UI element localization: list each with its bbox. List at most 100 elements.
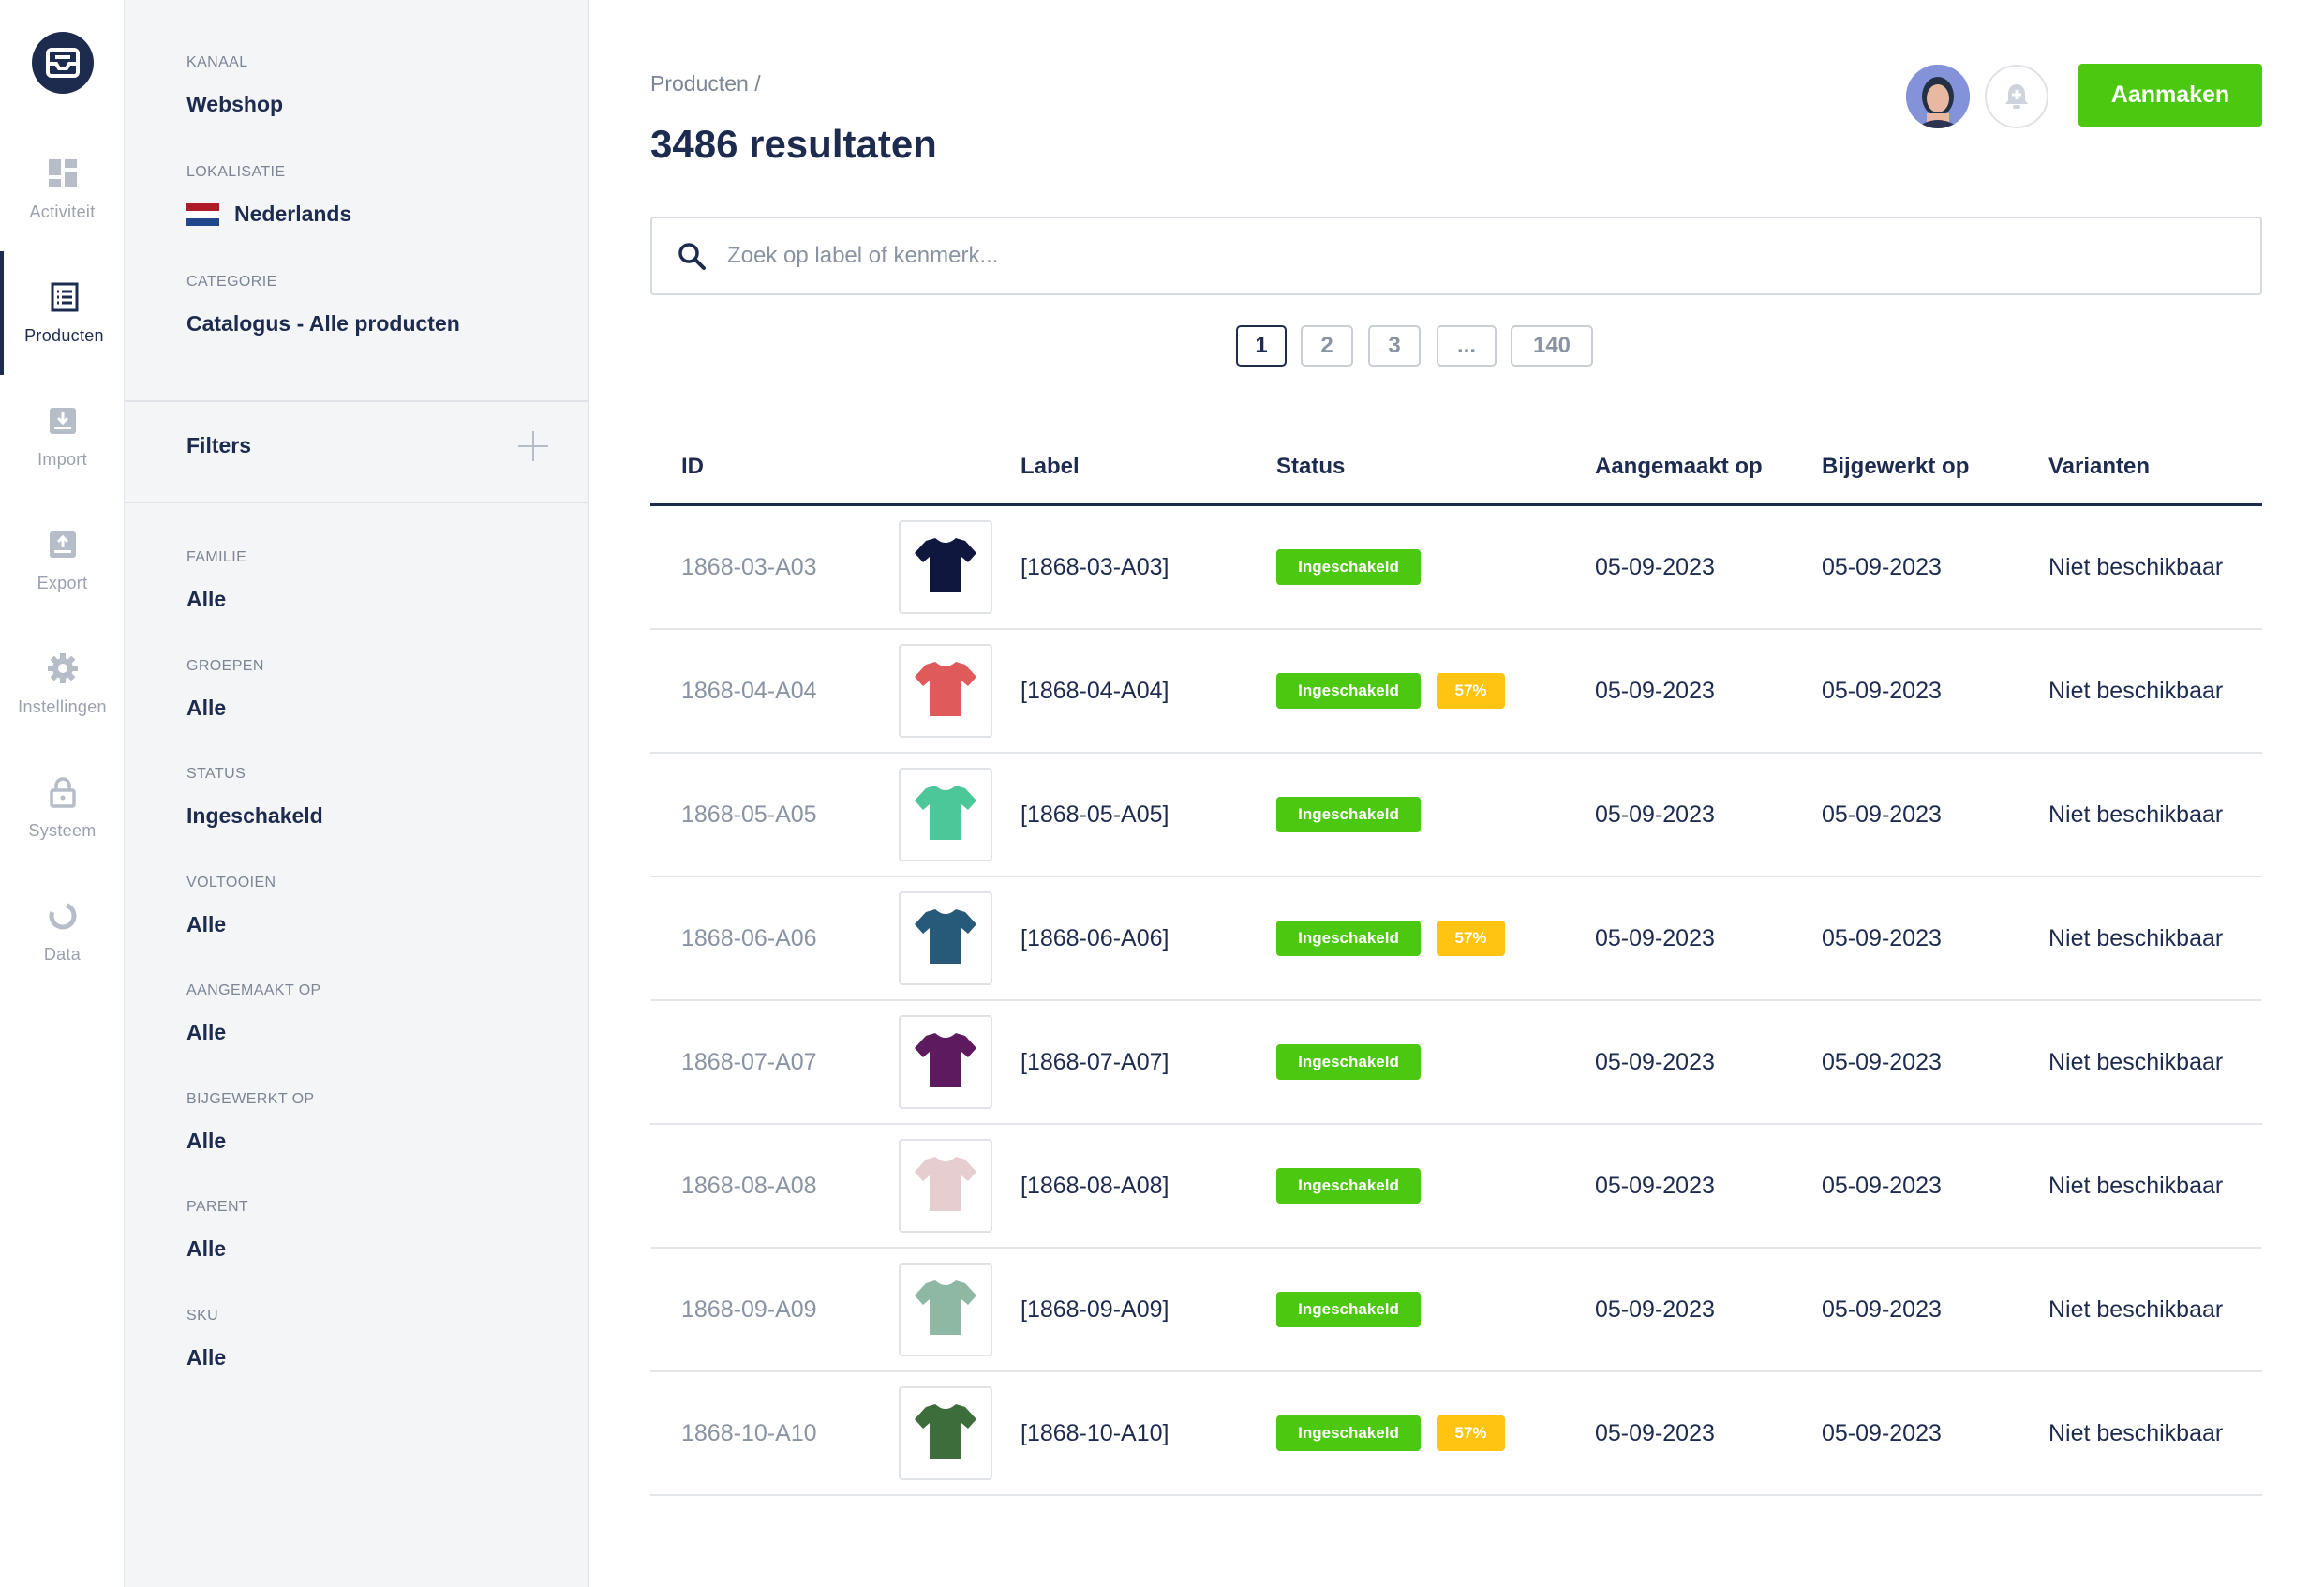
- filter-status[interactable]: STATUS Ingeschakeld: [186, 766, 323, 829]
- table-row[interactable]: 1868-06-A06 [1868-06-A06] Ingeschakeld 57% 0…: [650, 877, 2262, 1001]
- product-id: 1868-06-A06: [681, 924, 817, 951]
- page-ellipsis[interactable]: ...: [1437, 325, 1497, 367]
- status-cell: Ingeschakeld 57%: [1276, 630, 1505, 752]
- sidebar-item-activiteit[interactable]: Activiteit: [0, 127, 125, 251]
- app-logo[interactable]: [32, 32, 94, 94]
- product-label[interactable]: [1868-06-A06]: [1020, 924, 1169, 951]
- page-button-140[interactable]: 140: [1511, 325, 1593, 367]
- status-badge: Ingeschakeld: [1276, 921, 1421, 956]
- list-icon: [49, 281, 81, 313]
- variants-value: Niet beschikbaar: [2048, 677, 2224, 704]
- table-row[interactable]: 1868-09-A09 [1868-09-A09] Ingeschakeld 05-0…: [650, 1249, 2262, 1372]
- product-thumbnail[interactable]: [899, 1386, 992, 1480]
- filter-parent[interactable]: PARENT Alle: [186, 1199, 248, 1262]
- sidebar-item-producten[interactable]: Producten: [0, 251, 125, 375]
- filter-panel: KANAAL Webshop LOKALISATIE Nederlands CA…: [125, 0, 589, 1587]
- page-button-3[interactable]: 3: [1368, 325, 1421, 367]
- sidebar-item-export[interactable]: Export: [0, 499, 125, 622]
- product-thumbnail[interactable]: [899, 1139, 992, 1233]
- add-filter-plus-icon[interactable]: [514, 427, 552, 465]
- created-date: 05-09-2023: [1595, 553, 1715, 580]
- status-cell: Ingeschakeld: [1276, 1249, 1421, 1370]
- table-row[interactable]: 1868-08-A08 [1868-08-A08] Ingeschakeld 05-0…: [650, 1125, 2262, 1249]
- product-id: 1868-09-A09: [681, 1295, 817, 1323]
- table-row[interactable]: 1868-03-A03 [1868-03-A03] Ingeschakeld 05-0…: [650, 506, 2262, 630]
- product-id: 1868-05-A05: [681, 801, 817, 828]
- page-button-2[interactable]: 2: [1301, 325, 1353, 367]
- filter-value: Alle: [186, 587, 227, 611]
- tshirt-icon: [913, 1029, 978, 1096]
- product-label[interactable]: [1868-05-A05]: [1020, 801, 1169, 828]
- status-cell: Ingeschakeld 57%: [1276, 1372, 1505, 1494]
- tshirt-icon: [913, 1153, 978, 1220]
- sidebar-item-import[interactable]: Import: [0, 375, 125, 499]
- lock-icon: [47, 776, 79, 808]
- panel-divider: [125, 502, 588, 503]
- column-header-id[interactable]: ID: [681, 454, 704, 479]
- product-id: 1868-04-A04: [681, 677, 817, 704]
- product-label[interactable]: [1868-07-A07]: [1020, 1048, 1169, 1075]
- sidebar-item-systeem[interactable]: Systeem: [0, 746, 125, 870]
- column-header-status[interactable]: Status: [1276, 454, 1346, 479]
- column-header-updated[interactable]: Bijgewerkt op: [1822, 454, 1970, 479]
- product-label[interactable]: [1868-03-A03]: [1020, 553, 1169, 580]
- netherlands-flag-icon: [186, 202, 219, 226]
- variants-value: Niet beschikbaar: [2048, 1295, 2224, 1323]
- status-badge: Ingeschakeld: [1276, 1044, 1421, 1080]
- filter-value: Alle: [186, 1344, 227, 1370]
- sidebar-item-label: Instellingen: [18, 696, 107, 716]
- filter-label: STATUS: [186, 766, 246, 782]
- notifications-button[interactable]: [1985, 65, 2048, 128]
- product-thumbnail[interactable]: [899, 891, 992, 985]
- channel-label: KANAAL: [186, 54, 248, 70]
- completeness-badge: 57%: [1437, 1415, 1505, 1451]
- status-cell: Ingeschakeld: [1276, 1001, 1421, 1123]
- status-badge: Ingeschakeld: [1276, 1168, 1421, 1204]
- search-bar[interactable]: [650, 217, 2262, 295]
- product-label[interactable]: [1868-08-A08]: [1020, 1172, 1169, 1199]
- variants-value: Niet beschikbaar: [2048, 801, 2224, 828]
- table-row[interactable]: 1868-10-A10 [1868-10-A10] Ingeschakeld 57% 0…: [650, 1372, 2262, 1496]
- updated-date: 05-09-2023: [1822, 1048, 1942, 1075]
- filter-voltooien[interactable]: VOLTOOIEN Alle: [186, 875, 276, 937]
- locale-field[interactable]: LOKALISATIE Nederlands: [186, 164, 351, 227]
- user-avatar-image: [1906, 65, 1970, 128]
- column-header-created[interactable]: Aangemaakt op: [1595, 454, 1763, 479]
- variants-value: Niet beschikbaar: [2048, 1048, 2224, 1075]
- product-id: 1868-08-A08: [681, 1172, 817, 1199]
- filter-bijgewerkt-op[interactable]: BIJGEWERKT OP Alle: [186, 1091, 314, 1154]
- column-header-variants[interactable]: Varianten: [2048, 454, 2151, 479]
- filter-familie[interactable]: FAMILIE Alle: [186, 549, 246, 612]
- tshirt-icon: [913, 534, 978, 601]
- product-label[interactable]: [1868-09-A09]: [1020, 1295, 1169, 1323]
- channel-field[interactable]: KANAAL Webshop: [186, 54, 283, 117]
- product-label[interactable]: [1868-04-A04]: [1020, 677, 1169, 704]
- sidebar-item-label: Systeem: [28, 820, 97, 840]
- product-thumbnail[interactable]: [899, 1263, 992, 1356]
- sidebar-item-instellingen[interactable]: Instellingen: [0, 622, 125, 746]
- product-thumbnail[interactable]: [899, 1015, 992, 1109]
- updated-date: 05-09-2023: [1822, 924, 1942, 951]
- product-label[interactable]: [1868-10-A10]: [1020, 1419, 1169, 1446]
- filter-aangemaakt-op[interactable]: AANGEMAAKT OP Alle: [186, 982, 321, 1045]
- table-row[interactable]: 1868-04-A04 [1868-04-A04] Ingeschakeld 57% 0…: [650, 630, 2262, 754]
- table-row[interactable]: 1868-05-A05 [1868-05-A05] Ingeschakeld 05-0…: [650, 754, 2262, 877]
- product-thumbnail[interactable]: [899, 768, 992, 861]
- sidebar-item-data[interactable]: Data: [0, 870, 125, 994]
- search-input[interactable]: [727, 243, 2133, 269]
- category-field[interactable]: CATEGORIE Catalogus - Alle producten: [186, 274, 460, 337]
- table-row[interactable]: 1868-07-A07 [1868-07-A07] Ingeschakeld 05-0…: [650, 1001, 2262, 1125]
- filter-value: Alle: [186, 1128, 227, 1153]
- breadcrumb[interactable]: Producten /: [650, 71, 761, 96]
- completeness-badge: 57%: [1437, 921, 1505, 956]
- create-button[interactable]: Aanmaken: [2078, 64, 2262, 127]
- product-thumbnail[interactable]: [899, 644, 992, 738]
- created-date: 05-09-2023: [1595, 677, 1715, 704]
- column-header-label[interactable]: Label: [1020, 454, 1080, 479]
- filter-groepen[interactable]: GROEPEN Alle: [186, 658, 264, 721]
- product-thumbnail[interactable]: [899, 520, 992, 614]
- user-avatar[interactable]: [1906, 65, 1970, 128]
- page-button-1[interactable]: 1: [1236, 325, 1287, 367]
- filter-sku[interactable]: SKU Alle: [186, 1308, 226, 1370]
- updated-date: 05-09-2023: [1822, 553, 1942, 580]
